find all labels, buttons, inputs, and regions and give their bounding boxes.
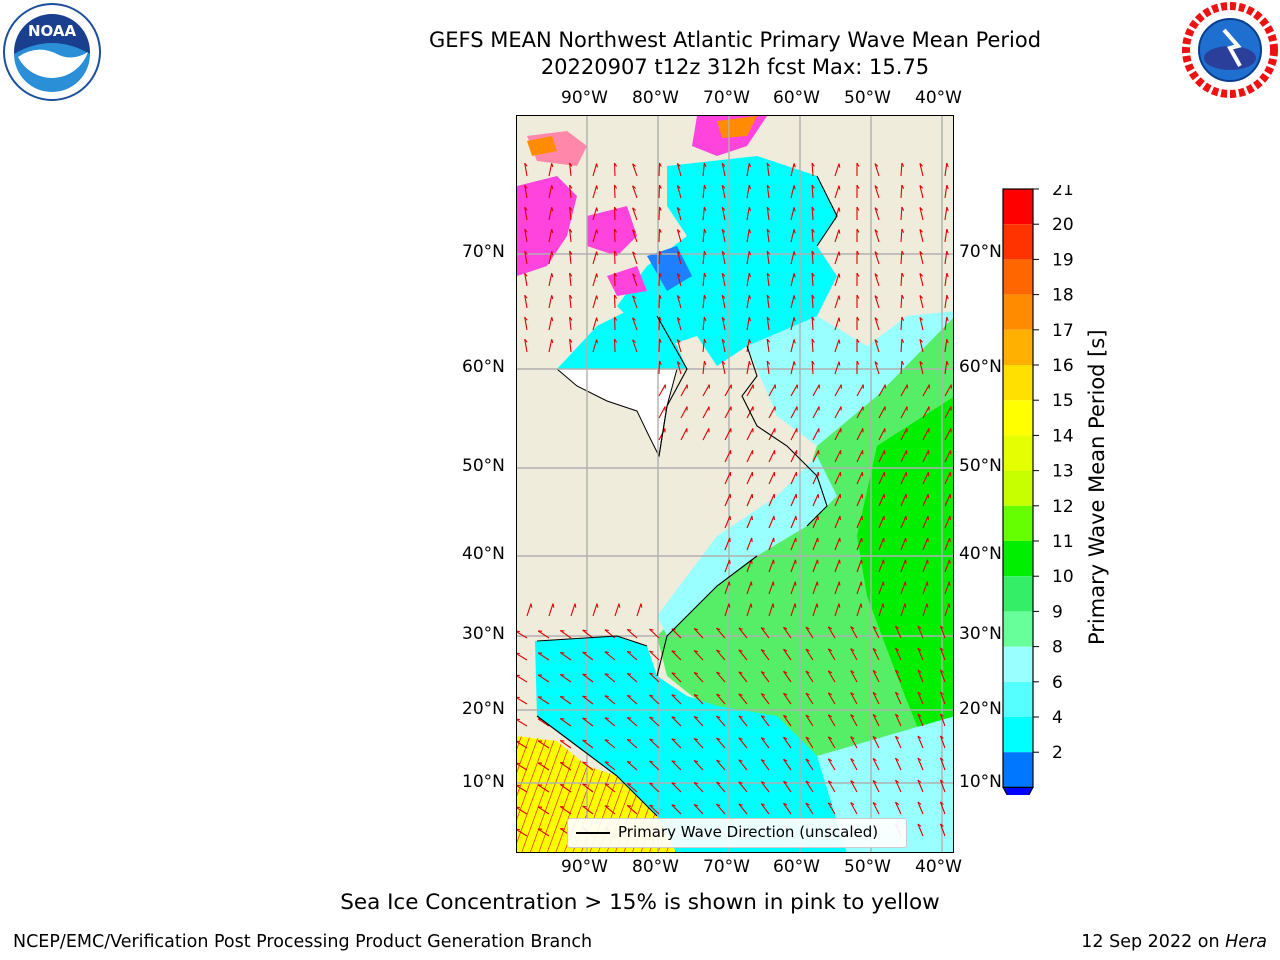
right-lat-label-3: 40°N (959, 544, 1002, 564)
colorbar-tick-label: 12 (1052, 497, 1074, 517)
map-panel (516, 115, 954, 853)
colorbar-segment (1003, 224, 1033, 260)
colorbar-segment (1003, 576, 1033, 612)
colorbar-tick-label: 17 (1052, 321, 1074, 341)
colorbar-tick-label: 18 (1052, 286, 1074, 306)
chart-subtitle: 20220907 t12z 312h fcst Max: 15.75 (540, 55, 930, 79)
colorbar-segment (1003, 541, 1033, 577)
footer-date: 12 Sep 2022 on Hera (1081, 932, 1267, 952)
colorbar-segment (1003, 681, 1033, 717)
right-lat-label-4: 30°N (959, 624, 1002, 644)
right-lat-label-1: 60°N (959, 357, 1002, 377)
top-lon-label-4: 50°W (844, 88, 891, 108)
svg-text:NOAA: NOAA (28, 22, 77, 40)
atlantic-deepgreen (857, 397, 953, 736)
colorbar-tick-label: 14 (1052, 426, 1074, 446)
coastlines (536, 175, 838, 817)
colorbar: 21 20 19 18 17 16 15 14 13 12 11 10 9 8 6 4 2 (1002, 185, 1074, 795)
top-lon-label-1: 80°W (632, 88, 679, 108)
colorbar-segment (1003, 400, 1033, 436)
map-legend: Primary Wave Direction (unscaled) (567, 818, 907, 848)
colorbar-tick-label: 16 (1052, 356, 1074, 376)
colorbar-tick-label: 19 (1052, 250, 1074, 270)
colorbar-segment (1003, 752, 1033, 788)
left-lat-label-3: 40°N (462, 544, 505, 564)
bottom-lon-label-3: 60°W (773, 857, 820, 877)
colorbar-tick-label: 13 (1052, 462, 1074, 482)
footer-credit: NCEP/EMC/Verification Post Processing Pr… (13, 932, 593, 952)
colorbar-tick-label: 6 (1052, 673, 1063, 693)
colorbar-tick-label: 4 (1052, 708, 1063, 728)
colorbar-segment (1003, 189, 1033, 225)
colorbar-segment (1003, 505, 1033, 541)
sea-ice-note: Sea Ice Concentration > 15% is shown in … (340, 890, 940, 915)
top-lon-label-0: 90°W (561, 88, 608, 108)
right-lat-label-5: 20°N (959, 699, 1002, 719)
colorbar-tick-label: 20 (1052, 215, 1074, 235)
left-lat-label-4: 30°N (462, 624, 505, 644)
colorbar-segment (1003, 365, 1033, 401)
legend-line-sample (576, 832, 610, 834)
colorbar-segment (1003, 259, 1033, 295)
hudson-bay-water (557, 311, 687, 369)
top-lon-label-3: 60°W (773, 88, 820, 108)
chart-title: GEFS MEAN Northwest Atlantic Primary Wav… (428, 28, 1042, 52)
arctic-water (617, 156, 837, 366)
right-lat-label-2: 50°N (959, 456, 1002, 476)
graticule (517, 116, 953, 852)
colorbar-segment (1003, 717, 1033, 753)
colorbar-tick-label: 9 (1052, 602, 1063, 622)
colorbar-tick-label: 21 (1052, 185, 1074, 200)
right-lat-label-0: 70°N (959, 242, 1002, 262)
colorbar-tick-label: 2 (1052, 743, 1063, 763)
top-lon-label-2: 70°W (703, 88, 750, 108)
left-lat-label-6: 10°N (462, 772, 505, 792)
footer-date-text: 12 Sep 2022 on (1081, 932, 1226, 952)
left-lat-label-0: 70°N (462, 242, 505, 262)
footer-machine: Hera (1225, 932, 1267, 952)
left-lat-label-2: 50°N (462, 456, 505, 476)
left-lat-label-5: 20°N (462, 699, 505, 719)
right-lat-label-6: 10°N (959, 772, 1002, 792)
coastal-water (657, 456, 837, 636)
colorbar-tick-label: 8 (1052, 638, 1063, 658)
bottom-lon-label-2: 70°W (703, 857, 750, 877)
bottom-lon-label-5: 40°W (915, 857, 962, 877)
colorbar-segment (1003, 294, 1033, 330)
arctic-sea-ice (517, 116, 767, 296)
left-lat-label-1: 60°N (462, 357, 505, 377)
gulf-water (535, 636, 847, 852)
top-lon-label-5: 40°W (915, 88, 962, 108)
bottom-lon-label-4: 50°W (844, 857, 891, 877)
colorbar-tick-label: 11 (1052, 532, 1074, 552)
colorbar-segment (1003, 470, 1033, 506)
bottom-lon-label-0: 90°W (561, 857, 608, 877)
map-svg (517, 116, 953, 852)
nws-logo (1182, 2, 1278, 98)
colorbar-under-arrow (1002, 786, 1034, 795)
noaa-logo: NOAA (3, 3, 101, 101)
colorbar-label: Primary Wave Mean Period [s] (1085, 329, 1109, 645)
wave-direction-arrows (517, 162, 952, 837)
colorbar-segment (1003, 611, 1033, 647)
colorbar-segment (1003, 646, 1033, 682)
colorbar-segment (1003, 329, 1033, 365)
legend-text: Primary Wave Direction (unscaled) (618, 823, 879, 841)
colorbar-segment (1003, 435, 1033, 471)
bottom-lon-label-1: 80°W (632, 857, 679, 877)
colorbar-tick-label: 15 (1052, 391, 1074, 411)
colorbar-tick-label: 10 (1052, 567, 1074, 587)
